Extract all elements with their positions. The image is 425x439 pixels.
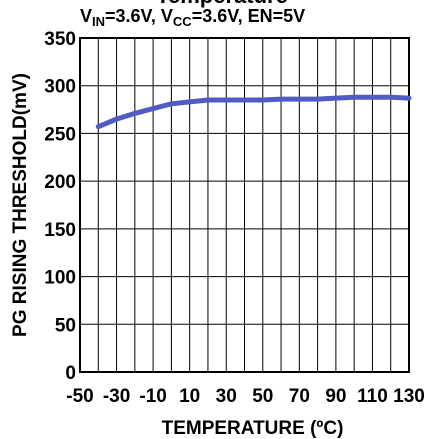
y-tick-label: 300	[44, 77, 76, 98]
x-tick-label: 90	[325, 386, 346, 407]
x-tick-label: -30	[103, 386, 130, 407]
y-tick-label: 250	[44, 124, 76, 145]
x-tick-label: 130	[393, 386, 425, 407]
x-tick-label: 70	[289, 386, 310, 407]
y-tick-label: 150	[44, 220, 76, 241]
grid	[80, 38, 409, 372]
y-tick-label: 100	[44, 268, 76, 289]
subtitle-vcc-rest: =3.6V, EN=5V	[192, 6, 305, 26]
chart-subtitle: VIN=3.6V, VCC=3.6V, EN=5V	[80, 6, 305, 29]
x-axis-ticks: -50 -30 -10 10 30 50 70 90 110 130	[66, 386, 425, 407]
plot-frame	[79, 37, 410, 373]
subtitle-vin-sub: IN	[92, 14, 105, 29]
series-group	[95, 94, 412, 130]
x-tick-label: 50	[252, 386, 273, 407]
y-tick-label: 350	[44, 29, 76, 50]
y-tick-label: 50	[55, 315, 76, 336]
y-axis-label: PG RISING THRESHOLD(mV)	[10, 73, 31, 337]
subtitle-vin-rest: =3.6V, V	[105, 6, 173, 26]
y-axis-ticks: 0 50 100 150 200 250 300 350	[44, 29, 76, 384]
subtitle-vin: V	[80, 6, 92, 26]
subtitle-vcc-sub: CC	[173, 14, 192, 29]
x-tick-label: -10	[139, 386, 166, 407]
x-tick-label: 30	[216, 386, 237, 407]
x-tick-label: -50	[66, 386, 93, 407]
x-axis-label: TEMPERATURE (ºC)	[162, 418, 344, 439]
series-line	[95, 94, 412, 130]
chart-title: Temperature	[156, 0, 288, 8]
x-tick-label: 10	[179, 386, 200, 407]
x-tick-label: 110	[357, 386, 388, 407]
y-tick-label: 200	[44, 172, 76, 193]
y-tick-label: 0	[65, 363, 76, 384]
